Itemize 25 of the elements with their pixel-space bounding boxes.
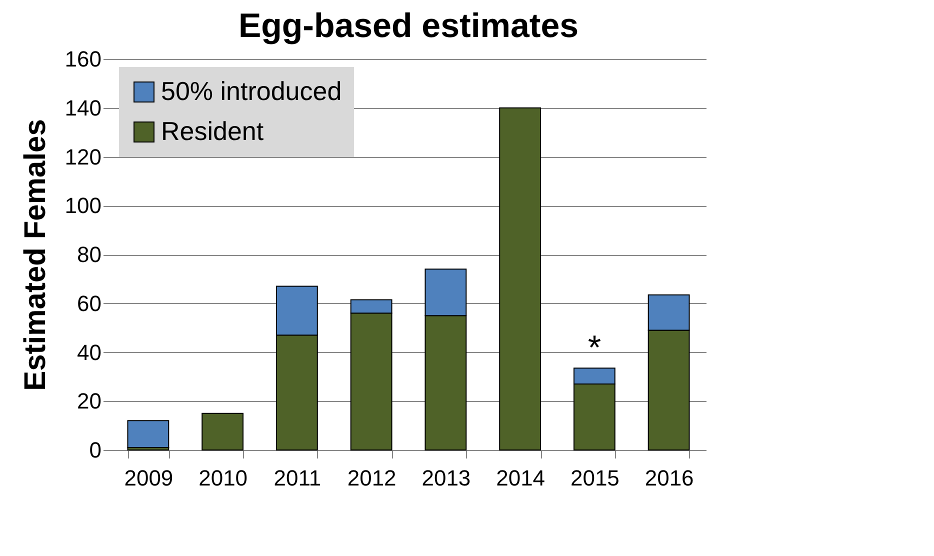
chart-title: Egg-based estimates	[238, 7, 579, 45]
x-tick-label: 2016	[644, 466, 694, 490]
y-tick-label: 160	[64, 46, 102, 72]
x-tick-label: 2014	[496, 466, 546, 490]
annotation: *	[588, 329, 602, 368]
x-tick-label: 2011	[274, 466, 322, 490]
y-tick-label: 80	[77, 242, 102, 267]
x-tick-label: 2015	[570, 466, 620, 490]
bar	[202, 412, 244, 450]
legend-label: 50% introduced	[161, 76, 342, 106]
y-tick-label: 100	[64, 193, 102, 218]
y-tick-label: 0	[89, 438, 102, 462]
y-tick-label: 20	[77, 388, 102, 414]
y-axis-title: Estimated Females	[18, 119, 52, 391]
x-tick-label: 2012	[347, 466, 396, 490]
y-tick-label: 60	[77, 290, 102, 316]
y-tick-label: 40	[77, 340, 102, 365]
x-tick-label: 2013	[422, 466, 471, 490]
bar	[499, 107, 542, 450]
x-tick-label: 2010	[198, 466, 248, 490]
bar	[127, 420, 170, 448]
legend-label: Resident	[161, 116, 264, 146]
y-tick-label: 140	[64, 95, 102, 120]
y-tick-label: 120	[64, 144, 102, 170]
x-tick-label: 2009	[124, 466, 174, 490]
